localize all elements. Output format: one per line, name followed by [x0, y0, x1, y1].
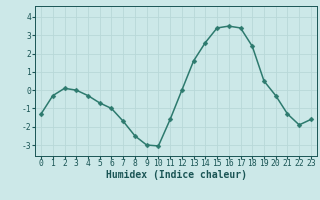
X-axis label: Humidex (Indice chaleur): Humidex (Indice chaleur): [106, 170, 246, 180]
